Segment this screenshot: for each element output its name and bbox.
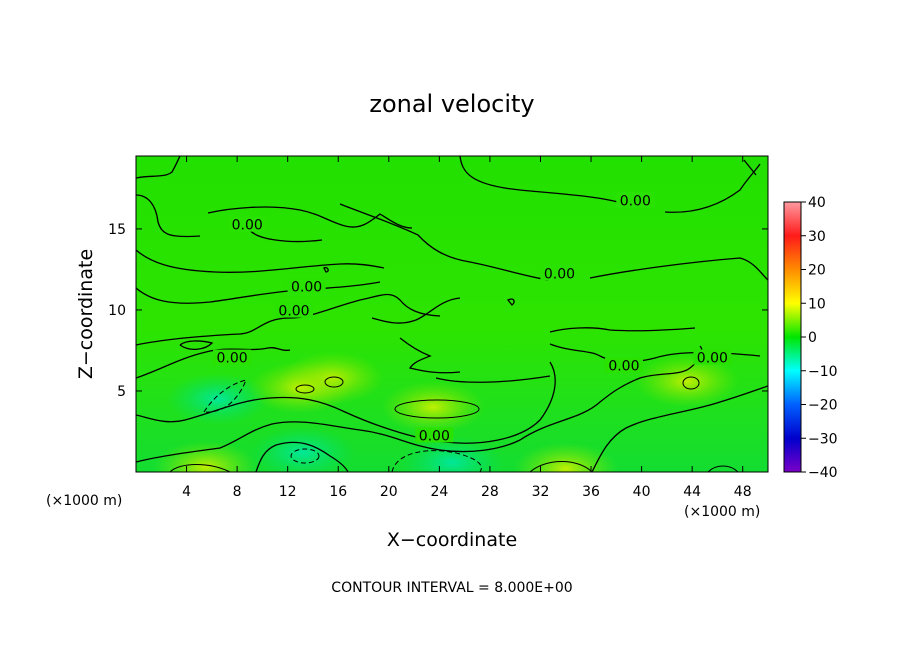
colorbar-tick-label: 10 xyxy=(808,296,826,312)
colorbar: 40 30 20 10 0 −10 −20 −30 −40 xyxy=(783,195,838,481)
colorbar-tick-label: 40 xyxy=(808,195,826,211)
contour-labels: 0.00 0.00 0.00 0.00 0.00 0.00 0.00 0.00 0.00 xyxy=(213,192,732,444)
chart-title: zonal velocity xyxy=(369,90,534,118)
contour-positive xyxy=(682,376,700,390)
contour-negative xyxy=(203,379,247,413)
x-unit-right: (×1000 m) xyxy=(684,504,760,520)
plot-frame xyxy=(135,155,769,473)
contour-dashed xyxy=(203,379,482,472)
x-tick-label: 16 xyxy=(329,484,347,500)
colorbar-tick-label: 0 xyxy=(808,330,817,346)
contour-label-bg xyxy=(213,349,252,365)
contour-label-bg xyxy=(616,192,655,208)
contour-label: 0.00 xyxy=(544,266,575,282)
colorbar-tick-label: −10 xyxy=(808,364,838,380)
contour-label-bg xyxy=(693,349,732,365)
contour-positive xyxy=(324,376,344,388)
x-tick-label: 32 xyxy=(532,484,550,500)
contour-label-bg xyxy=(275,302,313,318)
field-anomaly-3 xyxy=(513,442,618,472)
contour-label: 0.00 xyxy=(697,351,728,367)
contour-label: 0.00 xyxy=(291,279,322,295)
x-tick-label: 12 xyxy=(279,484,297,500)
contour-line xyxy=(136,346,291,379)
y-tick-label: 15 xyxy=(108,222,126,238)
x-tick-label: 44 xyxy=(683,484,701,500)
contour-negative xyxy=(391,450,482,472)
contour-label-bg xyxy=(228,216,267,232)
contour-line xyxy=(136,194,201,238)
contour-label-bg xyxy=(540,265,579,281)
x-tick-label: 48 xyxy=(734,484,752,500)
contour-line xyxy=(207,206,413,229)
contour-label-bg xyxy=(287,278,326,294)
contour-label-bg xyxy=(604,357,643,373)
x-tick-label: 4 xyxy=(182,484,191,500)
y-tick-label: 5 xyxy=(117,384,126,400)
contour-positive xyxy=(295,384,315,394)
x-unit-left: (×1000 m) xyxy=(46,493,122,509)
colorbar-tick-label: 20 xyxy=(808,263,826,279)
field-anomaly-1 xyxy=(381,381,486,434)
contour-line xyxy=(591,385,768,472)
contour-label: 0.00 xyxy=(216,351,247,367)
contour-label: 0.00 xyxy=(620,193,651,209)
contour-line xyxy=(255,441,349,472)
contour-positive xyxy=(394,399,480,419)
colorbar-tick-label: −20 xyxy=(808,398,838,414)
contour-interval-note: CONTOUR INTERVAL = 8.000E+00 xyxy=(331,580,572,596)
contour-line xyxy=(399,337,461,374)
contour-line xyxy=(136,249,385,273)
contour-line xyxy=(506,298,515,306)
y-axis: 5 10 15 xyxy=(108,222,768,400)
contour-line xyxy=(136,361,556,444)
contour-label: 0.00 xyxy=(419,428,450,444)
x-tick-label: 20 xyxy=(380,484,398,500)
contour-line xyxy=(371,297,461,324)
contour-negative xyxy=(290,448,320,464)
field-anomaly-7 xyxy=(635,355,740,408)
contour-positive xyxy=(169,464,231,472)
contour-line xyxy=(136,345,703,463)
x-tick-label: 8 xyxy=(233,484,242,500)
contour-label: 0.00 xyxy=(232,218,263,234)
field-anomaly-8 xyxy=(248,361,353,414)
contour-line xyxy=(435,375,551,383)
x-axis: 4 8 12 16 20 24 28 32 36 40 44 48 xyxy=(182,156,752,500)
plot-area: 0.00 0.00 0.00 0.00 0.00 0.00 0.00 0.00 0.00 xyxy=(136,156,768,472)
contour-lines xyxy=(136,156,768,472)
contour-label-bg xyxy=(415,427,454,443)
y-tick-label: 10 xyxy=(108,303,126,319)
contour-label: 0.00 xyxy=(278,304,309,320)
contour-line xyxy=(323,266,329,273)
colorbar-tick-label: 30 xyxy=(808,229,826,245)
contour-line xyxy=(136,156,181,179)
contour-positive xyxy=(707,465,739,472)
colorbar-scale xyxy=(783,201,802,473)
contour-closed xyxy=(169,376,739,472)
field-anomalies xyxy=(153,352,740,472)
colorbar-tick-label: −40 xyxy=(808,465,838,481)
x-tick-label: 36 xyxy=(582,484,600,500)
x-axis-label: X−coordinate xyxy=(387,529,517,551)
field-anomaly-4 xyxy=(250,426,355,472)
contour-line xyxy=(136,281,381,304)
field-anomaly-5 xyxy=(153,441,258,472)
contour-line xyxy=(459,156,761,213)
field-anomaly-2 xyxy=(400,436,504,472)
contour-line xyxy=(339,203,768,281)
contour-positive xyxy=(529,461,593,472)
colorbar-tick-label: −30 xyxy=(808,431,838,447)
contour-label: 0.00 xyxy=(608,359,639,375)
x-tick-label: 28 xyxy=(481,484,499,500)
contour-line xyxy=(179,340,214,350)
field-anomaly-0 xyxy=(166,373,271,426)
y-axis-label: Z−coordinate xyxy=(75,249,97,379)
x-tick-label: 24 xyxy=(430,484,448,500)
contour-line xyxy=(743,159,757,176)
x-tick-label: 40 xyxy=(633,484,651,500)
